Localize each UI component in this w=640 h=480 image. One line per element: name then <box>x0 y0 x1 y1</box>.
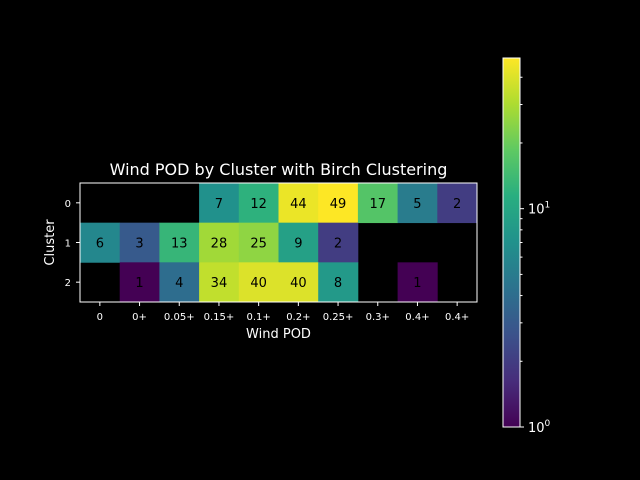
cell-value-label: 4 <box>175 276 183 291</box>
x-tick-label: 0.05+ <box>164 312 195 323</box>
heatmap-cell-labels: 7 12 44 49 17 5 2 6 3 13 28 25 9 2 1 4 34 40 40 8 1 <box>96 197 462 291</box>
cell-value-label: 12 <box>250 197 267 212</box>
cell-value-label: 25 <box>250 237 267 252</box>
heatmap-cell <box>199 262 240 303</box>
heatmap-cell <box>278 262 319 303</box>
heatmap-cells <box>80 183 478 303</box>
cell-value-label: 49 <box>330 197 347 212</box>
colorbar-ticks: 100 101 <box>520 76 551 436</box>
heatmap-cell <box>119 222 160 263</box>
cell-value-label: 40 <box>250 276 267 291</box>
heatmap-cell <box>357 183 398 224</box>
heatmap-cell <box>397 262 438 303</box>
heatmap-cell <box>318 183 359 224</box>
heatmap-cell <box>199 222 240 263</box>
colorbar-tick-label: 100 <box>528 419 551 436</box>
x-tick-label: 0.4+ <box>445 312 469 323</box>
heatmap-cell <box>119 262 160 303</box>
x-axis-label: Wind POD <box>246 327 311 342</box>
heatmap-cell <box>238 262 279 303</box>
heatmap-cell <box>238 222 279 263</box>
x-tick-label: 0.1+ <box>247 312 271 323</box>
heatmap-cell <box>238 183 279 224</box>
heatmap-cell <box>199 183 240 224</box>
y-axis-ticks: 0 1 2 <box>65 199 80 289</box>
heatmap-cell <box>278 222 319 263</box>
x-tick-label: 0.25+ <box>323 312 354 323</box>
heatmap-cell <box>159 222 200 263</box>
cell-value-label: 3 <box>135 237 143 252</box>
x-axis-ticks: 0 0+ 0.05+ 0.15+ 0.1+ 0.2+ 0.25+ 0.3+ 0.4+ 0.4+ <box>97 302 469 323</box>
heatmap-cell <box>437 183 478 224</box>
colorbar-gradient <box>503 58 520 427</box>
x-tick-label: 0+ <box>132 312 147 323</box>
heatmap-cell <box>397 183 438 224</box>
heatmap-cell <box>278 183 319 224</box>
y-axis-label: Cluster <box>43 219 58 266</box>
cell-value-label: 34 <box>211 276 228 291</box>
cell-value-label: 8 <box>334 276 342 291</box>
y-tick-label: 1 <box>65 239 71 250</box>
y-tick-label: 0 <box>65 199 71 210</box>
cell-value-label: 28 <box>211 237 228 252</box>
cell-value-label: 2 <box>453 197 461 212</box>
x-tick-label: 0.2+ <box>286 312 310 323</box>
heatmap-cell <box>80 222 121 263</box>
cell-value-label: 17 <box>369 197 386 212</box>
heatmap-cell <box>318 262 359 303</box>
x-tick-label: 0.3+ <box>366 312 390 323</box>
cell-value-label: 7 <box>215 197 223 212</box>
cell-value-label: 2 <box>334 237 342 252</box>
cell-value-label: 40 <box>290 276 307 291</box>
cell-value-label: 44 <box>290 197 307 212</box>
cell-value-label: 5 <box>413 197 421 212</box>
x-tick-label: 0 <box>97 312 103 323</box>
chart-title: Wind POD by Cluster with Birch Clusterin… <box>110 160 448 179</box>
y-tick-label: 2 <box>65 278 71 289</box>
colorbar-tick-label: 101 <box>528 201 550 218</box>
cell-value-label: 1 <box>413 276 421 291</box>
cell-value-label: 6 <box>96 237 104 252</box>
x-tick-label: 0.15+ <box>204 312 235 323</box>
cell-value-label: 13 <box>171 237 188 252</box>
heatmap-cell <box>318 222 359 263</box>
x-tick-label: 0.4+ <box>405 312 429 323</box>
heatmap-cell <box>159 262 200 303</box>
cell-value-label: 9 <box>294 237 302 252</box>
cell-value-label: 1 <box>135 276 143 291</box>
